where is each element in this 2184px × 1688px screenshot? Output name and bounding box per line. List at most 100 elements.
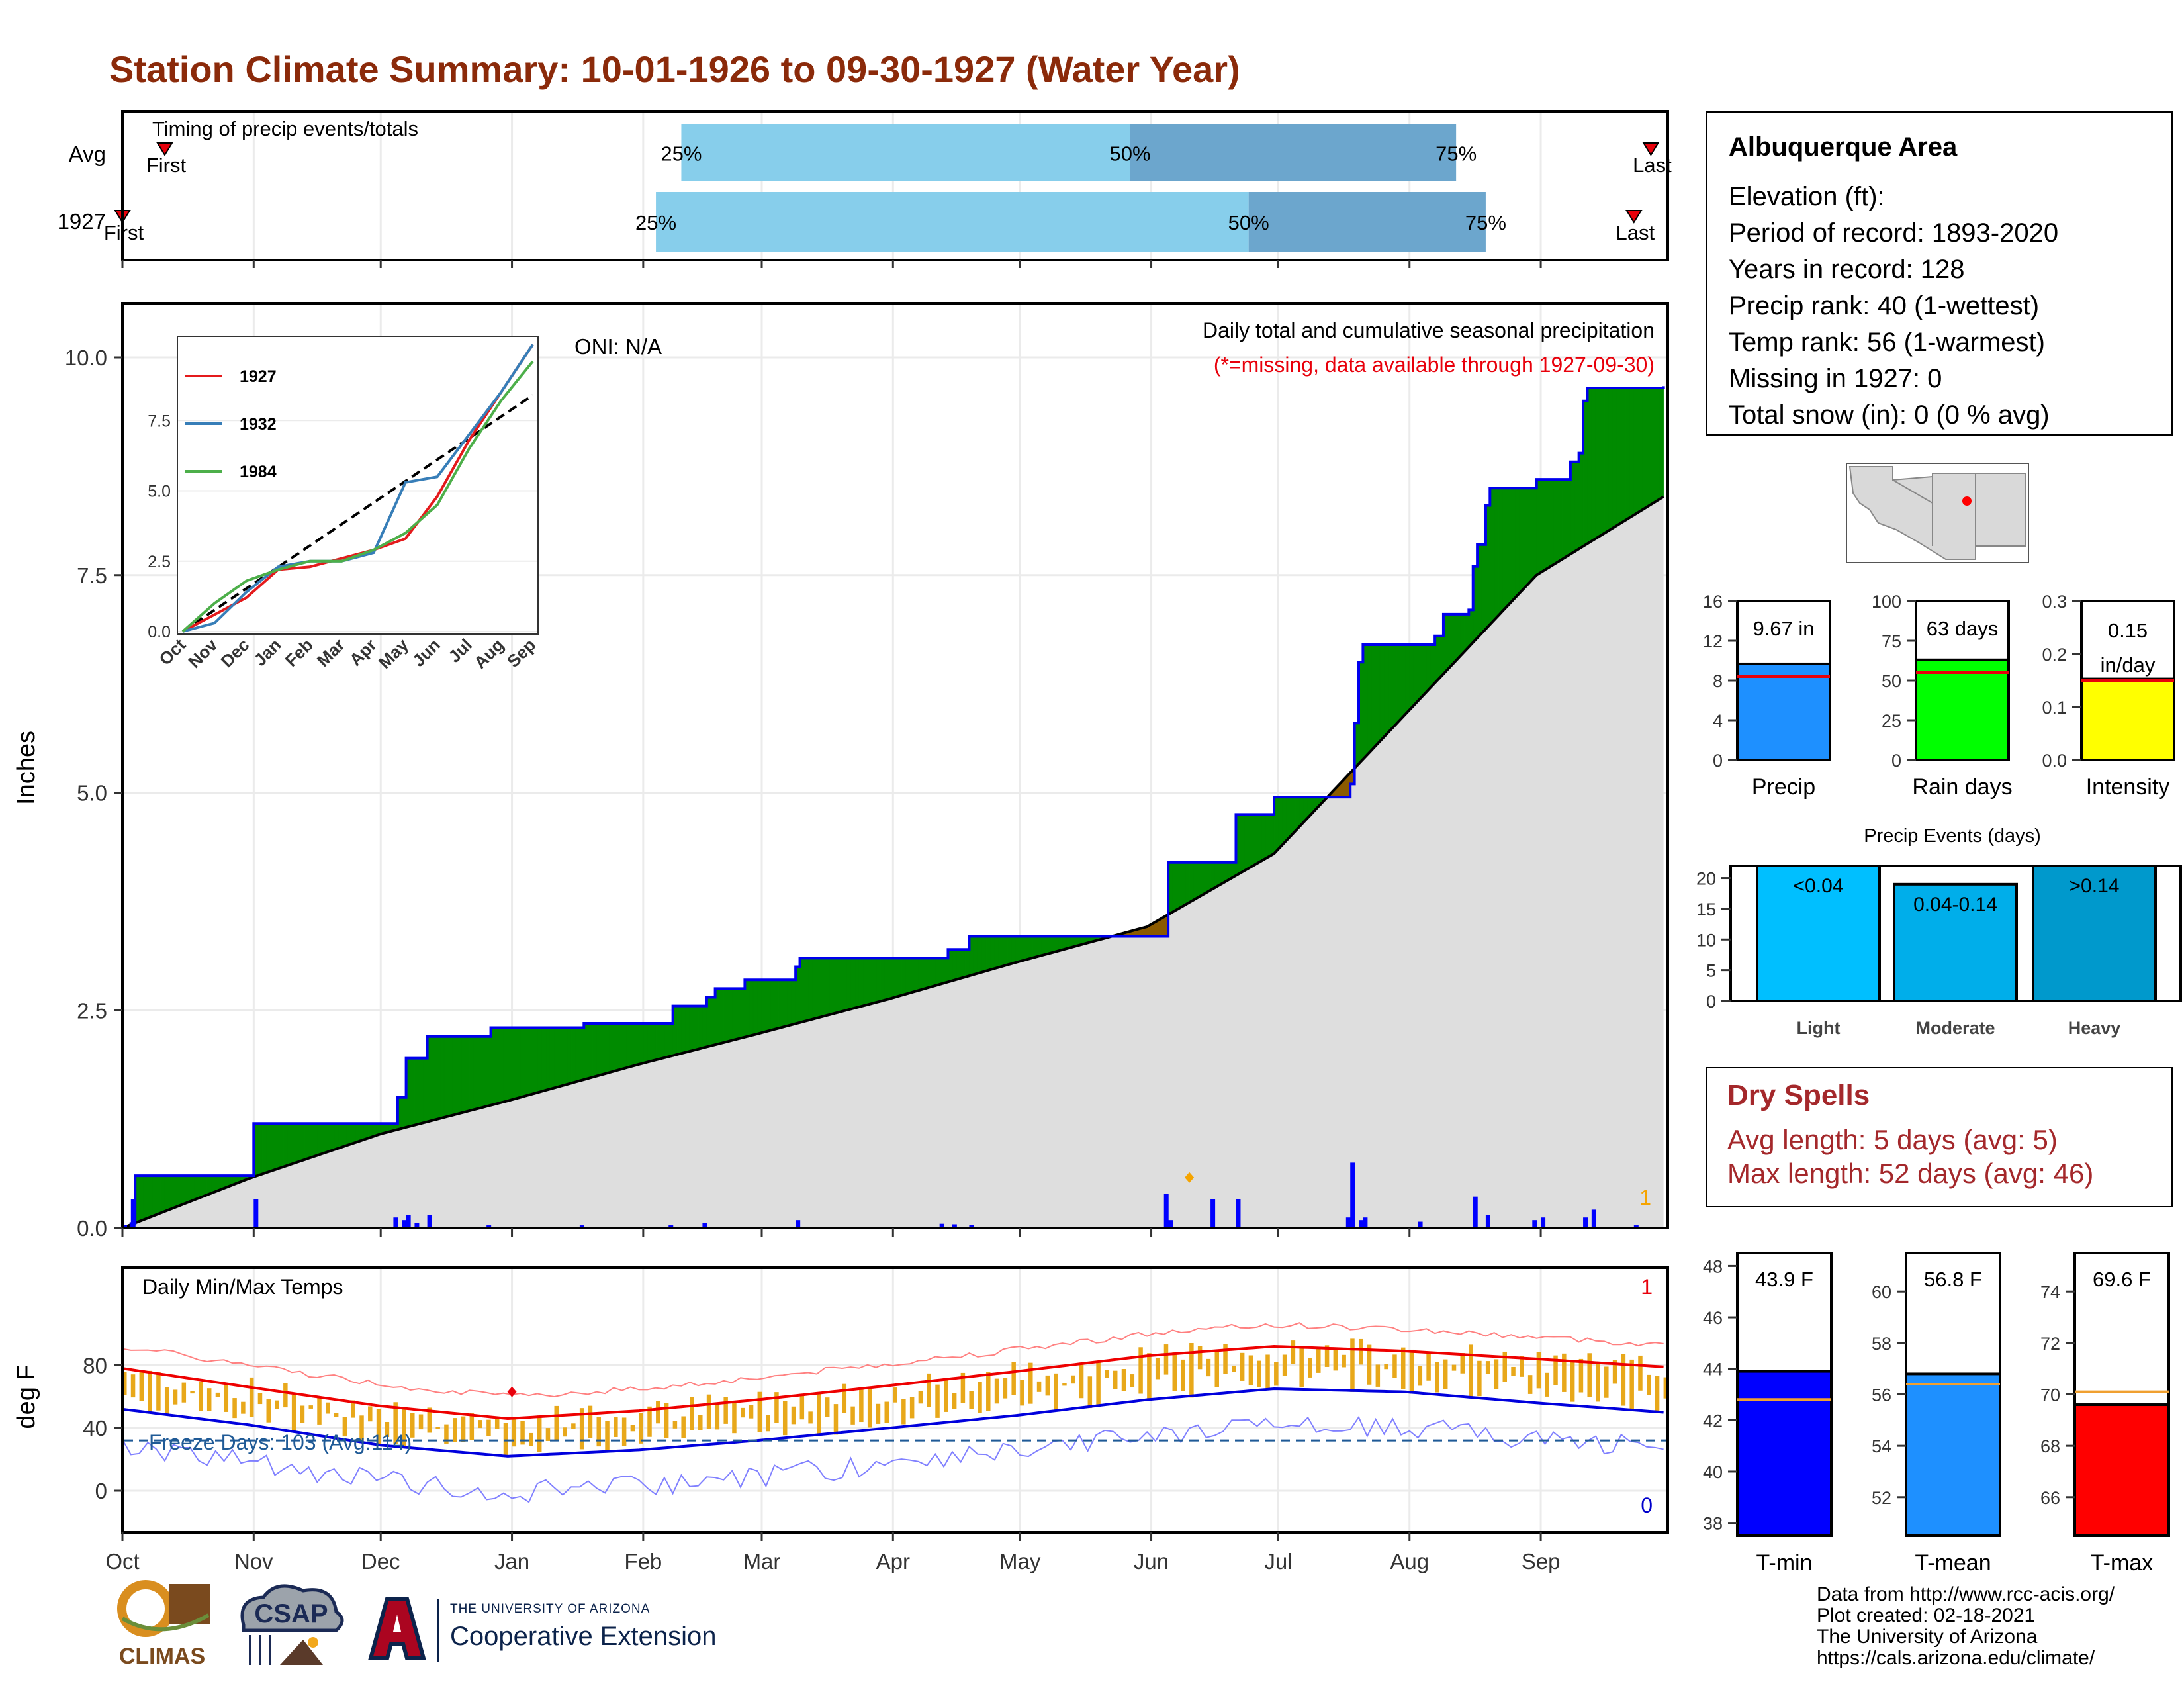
daily-temp-bar <box>1621 1354 1626 1406</box>
surplus-segment <box>190 1175 195 1202</box>
daily-temp-bar <box>1274 1362 1279 1386</box>
daily-temp-bar <box>300 1405 305 1423</box>
surplus-segment <box>639 1023 644 1065</box>
daily-temp-bar <box>1257 1360 1261 1387</box>
surplus-segment <box>825 958 830 1017</box>
surplus-segment <box>973 936 978 975</box>
surplus-segment <box>164 1175 169 1212</box>
daily-temp-bar <box>1400 1347 1406 1389</box>
surplus-segment <box>1549 479 1554 568</box>
surplus-segment <box>1587 387 1592 544</box>
surplus-segment <box>808 958 813 1021</box>
surplus-segment <box>803 958 809 1022</box>
summary-tick-label: 0.1 <box>2042 698 2067 718</box>
summary-tick-label: 12 <box>1703 632 1723 651</box>
surplus-segment <box>1651 387 1656 505</box>
daily-temp-bar <box>935 1384 940 1418</box>
surplus-segment <box>469 1036 475 1111</box>
dry-max-length: Max length: 52 days (avg: 46) <box>1727 1158 2094 1189</box>
temp-bar-name: T-min <box>1756 1550 1813 1575</box>
month-label-sep: Sep <box>1522 1549 1561 1573</box>
month-axis: Oct Nov Dec Jan Feb Mar Apr May Jun Jul Aug Sep <box>105 260 1560 1573</box>
daily-temp-bar <box>799 1395 805 1420</box>
daily-temp-bar <box>944 1379 948 1412</box>
surplus-segment <box>812 958 817 1020</box>
surplus-segment <box>308 1123 314 1159</box>
daily-precip-bar <box>1350 1162 1355 1228</box>
surplus-segment <box>1019 936 1024 962</box>
daily-temp-bar <box>190 1391 195 1394</box>
temp-bar-tick-label: 68 <box>2040 1436 2060 1456</box>
daily-precip-bar <box>1485 1215 1490 1228</box>
daily-temp-bar <box>385 1421 390 1438</box>
surplus-segment <box>1447 614 1453 671</box>
surplus-segment <box>1498 487 1503 616</box>
temp-bar-name: T-mean <box>1915 1550 1991 1575</box>
surplus-segment <box>1540 479 1545 573</box>
daily-temp-bar <box>741 1407 745 1418</box>
temp-bar-t-max <box>2073 1403 2170 1538</box>
surplus-segment <box>872 958 877 1004</box>
surplus-segment <box>1269 814 1275 857</box>
surplus-segment <box>981 936 987 973</box>
surplus-segment <box>782 979 788 1027</box>
surplus-segment <box>1566 479 1571 557</box>
daily-temp-bar <box>1062 1383 1067 1386</box>
daily-temp-bar <box>241 1401 246 1414</box>
timing-pct-label: 75% <box>1465 211 1506 234</box>
surplus-segment <box>787 979 792 1027</box>
daily-precip-bar <box>1473 1196 1478 1228</box>
daily-temp-bar <box>1469 1344 1473 1397</box>
dry-avg-length: Avg length: 5 days (avg: 5) <box>1727 1124 2058 1155</box>
event-bar-name: Light <box>1797 1018 1841 1038</box>
temp-bar-tick-label: 74 <box>2040 1282 2060 1302</box>
surplus-segment <box>334 1123 339 1150</box>
surplus-segment <box>927 958 932 988</box>
surplus-segment <box>1629 387 1635 518</box>
temp-min-marker: 0 <box>1641 1493 1653 1517</box>
temp-bar-tick-label: 44 <box>1703 1360 1723 1380</box>
surplus-segment <box>148 1175 153 1219</box>
daily-temp-bar <box>148 1370 152 1412</box>
daily-temp-bar <box>588 1405 593 1438</box>
surplus-segment <box>655 1023 660 1060</box>
surplus-segment <box>1257 814 1262 864</box>
surplus-segment <box>1430 644 1435 688</box>
surplus-segment <box>1400 644 1406 720</box>
daily-temp-bar <box>1494 1359 1499 1389</box>
surplus-segment <box>1591 387 1596 542</box>
dry-spells-title: Dry Spells <box>1727 1079 1870 1111</box>
surplus-segment <box>452 1036 457 1116</box>
surplus-segment <box>570 1027 576 1084</box>
precip-subtitle: (*=missing, data available through 1927-… <box>1214 353 1655 377</box>
surplus-segment <box>1388 644 1393 733</box>
surplus-segment <box>1637 387 1643 513</box>
daily-temp-bar <box>757 1391 762 1432</box>
surplus-segment <box>1049 936 1054 954</box>
daily-temp-bar <box>605 1421 610 1453</box>
surplus-segment <box>651 1023 657 1062</box>
surplus-segment <box>1252 814 1257 867</box>
daily-precip-bar <box>1168 1220 1173 1228</box>
daily-temp-bar <box>1282 1354 1287 1376</box>
daily-temp-bar <box>1070 1375 1075 1384</box>
summary-bar-value-label: 63 days <box>1927 617 1999 640</box>
surplus-segment <box>418 1058 424 1125</box>
precip-ytick-label: 7.5 <box>77 563 107 588</box>
surplus-segment <box>563 1027 568 1086</box>
last-label: Last <box>1616 221 1655 244</box>
surplus-segment <box>1379 644 1385 742</box>
daily-temp-bar <box>1028 1362 1033 1404</box>
daily-temp-bar <box>791 1406 796 1425</box>
surplus-segment <box>300 1123 305 1162</box>
daily-temp-bar <box>986 1372 991 1411</box>
inset-line-1984 <box>181 360 534 633</box>
daily-temp-bar <box>893 1387 897 1403</box>
daily-temp-bar <box>1147 1353 1152 1401</box>
daily-temp-bar <box>1333 1349 1338 1371</box>
surplus-segment <box>1172 862 1177 913</box>
record-min-line <box>122 1415 1664 1503</box>
record-max-line <box>122 1322 1664 1398</box>
surplus-segment <box>330 1123 335 1152</box>
